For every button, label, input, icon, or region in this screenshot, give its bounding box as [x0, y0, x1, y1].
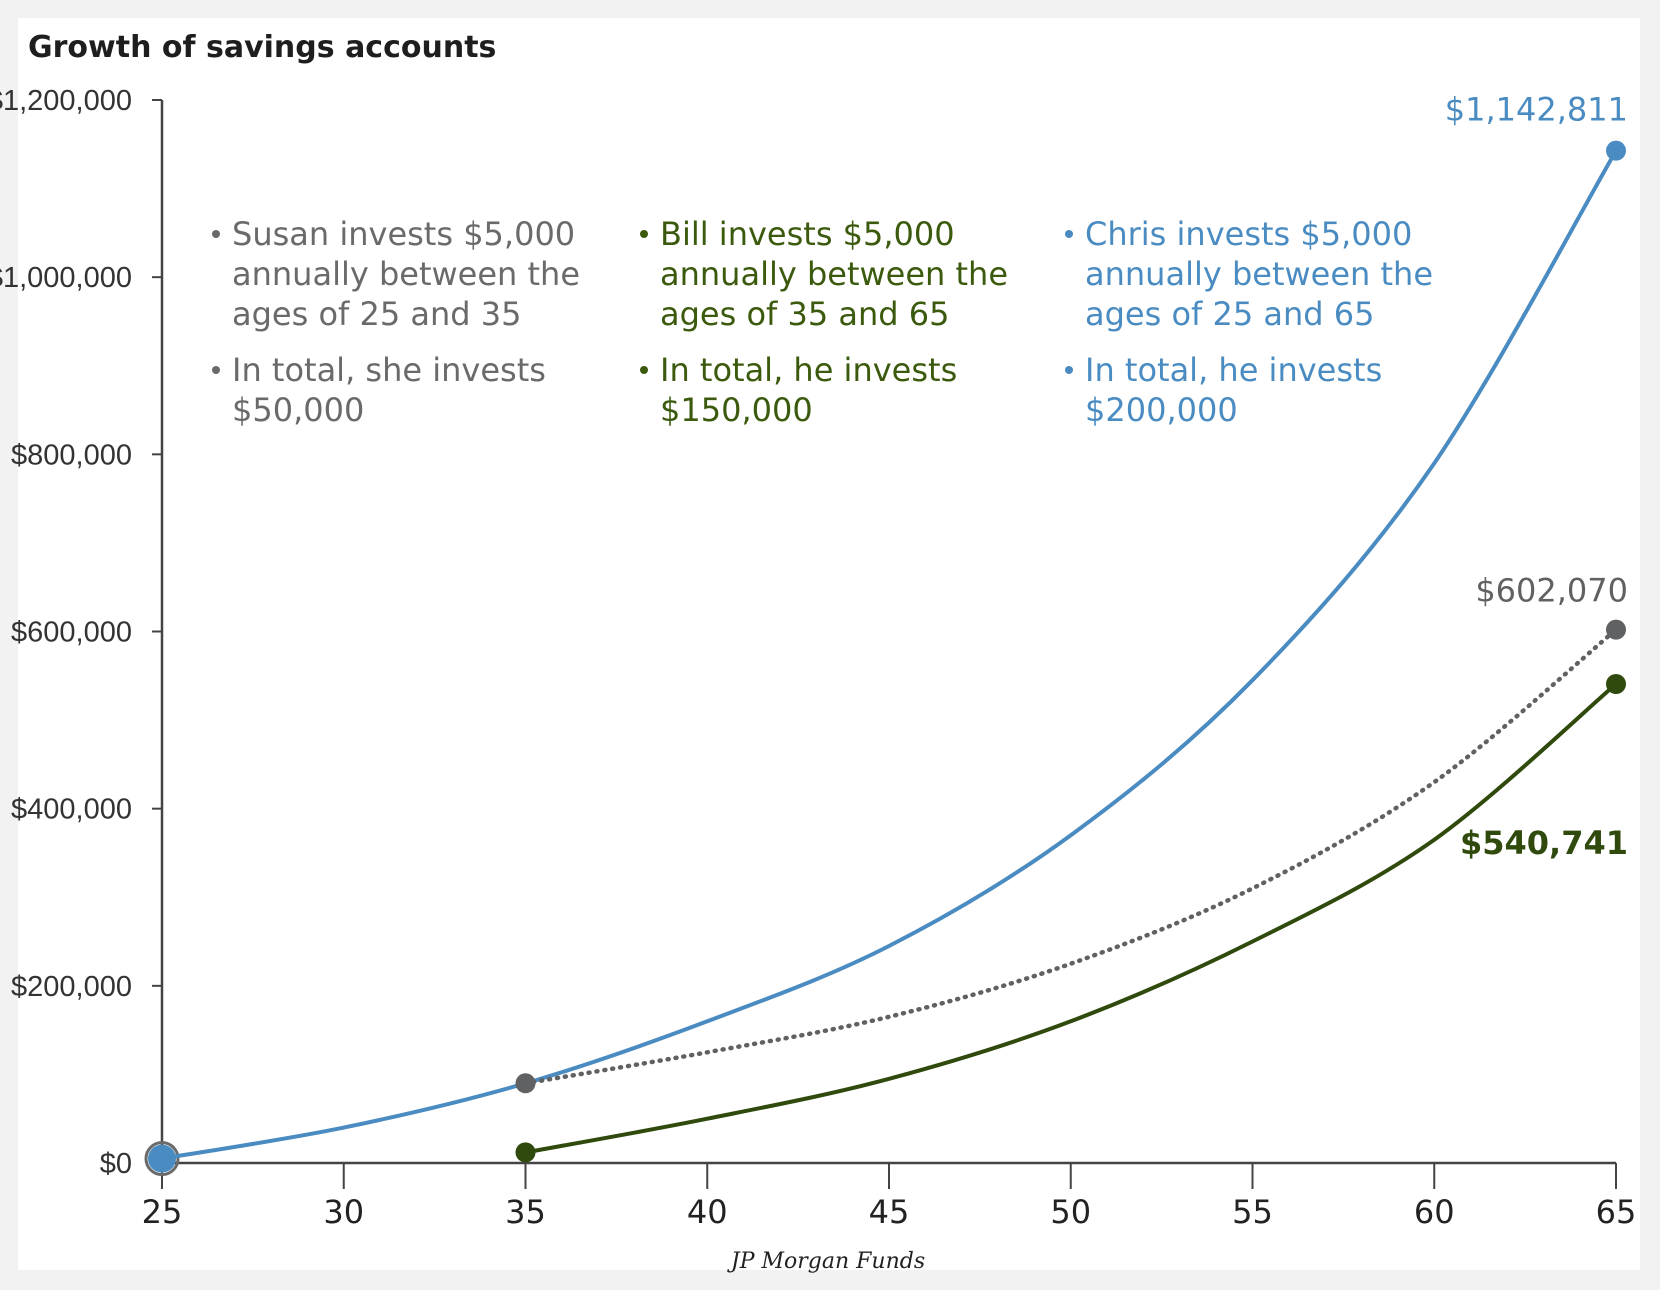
- x-tick-label: 55: [1232, 1193, 1273, 1231]
- y-tick-label: $0: [100, 1148, 132, 1180]
- x-tick-label: 50: [1050, 1193, 1091, 1231]
- annotation-line: ages of 25 and 35: [232, 295, 521, 333]
- y-tick-label: $400,000: [11, 794, 132, 826]
- axes: $0 $200,000 $400,000 $600,000 $800,000 $1,000…: [0, 85, 1636, 1231]
- start-ring: [144, 1141, 180, 1177]
- y-tick-label: $1,000,000: [0, 262, 132, 294]
- bullet-dot: [1065, 230, 1073, 238]
- y-tick-label: $600,000: [11, 617, 132, 649]
- annotation-line: Bill invests $5,000: [660, 215, 955, 253]
- start-point: [515, 1142, 536, 1163]
- end-point: [1606, 619, 1626, 640]
- annotation-line: $150,000: [660, 391, 813, 429]
- x-tick-label: 60: [1414, 1193, 1455, 1231]
- series-line-bill: [523, 682, 1618, 1155]
- x-tick-label: 45: [869, 1193, 910, 1231]
- end-value-label: $602,070: [1475, 572, 1628, 610]
- series-layer: $1,142,811 $602,070 $540,741: [144, 91, 1628, 1177]
- series-line-chris: [160, 148, 1618, 1161]
- annotation-line: annually between the: [660, 255, 1008, 293]
- annotation-line: ages of 25 and 65: [1085, 295, 1374, 333]
- chart-title: Growth of savings accounts: [28, 30, 496, 65]
- bullet-dot: [640, 366, 648, 374]
- end-value-label: $540,741: [1460, 824, 1628, 862]
- annotation-line: Chris invests $5,000: [1085, 215, 1412, 253]
- x-tick-label: 35: [505, 1193, 546, 1231]
- y-tick-label: $1,200,000: [0, 85, 132, 117]
- end-value-label: $1,142,811: [1445, 91, 1628, 129]
- series-susan: $602,070: [515, 572, 1628, 1094]
- annotation-line: annually between the: [1085, 255, 1433, 293]
- y-tick-label: $200,000: [11, 971, 132, 1003]
- annotation-line: In total, she invests: [232, 351, 546, 389]
- annotation-line: $50,000: [232, 391, 364, 429]
- series-bill: $540,741: [515, 673, 1628, 1163]
- x-tick-label: 25: [142, 1193, 183, 1231]
- annotation-line: In total, he invests: [1085, 351, 1382, 389]
- annotation-line: In total, he invests: [660, 351, 957, 389]
- annotation-line: Susan invests $5,000: [232, 215, 575, 253]
- source-credit: JP Morgan Funds: [727, 1249, 925, 1274]
- bullet-dot: [1065, 366, 1073, 374]
- x-tick-label: 40: [687, 1193, 728, 1231]
- x-tick-label: 30: [323, 1193, 364, 1231]
- chart-background: [18, 18, 1640, 1270]
- series-line-susan: [523, 627, 1619, 1086]
- x-tick-label: 65: [1596, 1193, 1637, 1231]
- annotation-line: ages of 35 and 65: [660, 295, 949, 333]
- end-point: [1606, 140, 1626, 161]
- bullet-dot: [212, 230, 220, 238]
- start-point: [148, 1144, 176, 1173]
- series-chris: $1,142,811: [148, 91, 1628, 1173]
- y-tick-label: $800,000: [11, 439, 132, 471]
- bullet-dot: [640, 230, 648, 238]
- bullet-dot: [212, 366, 220, 374]
- annotation-line: $200,000: [1085, 391, 1238, 429]
- start-point: [515, 1073, 536, 1094]
- annotation-line: annually between the: [232, 255, 580, 293]
- end-point: [1606, 673, 1626, 694]
